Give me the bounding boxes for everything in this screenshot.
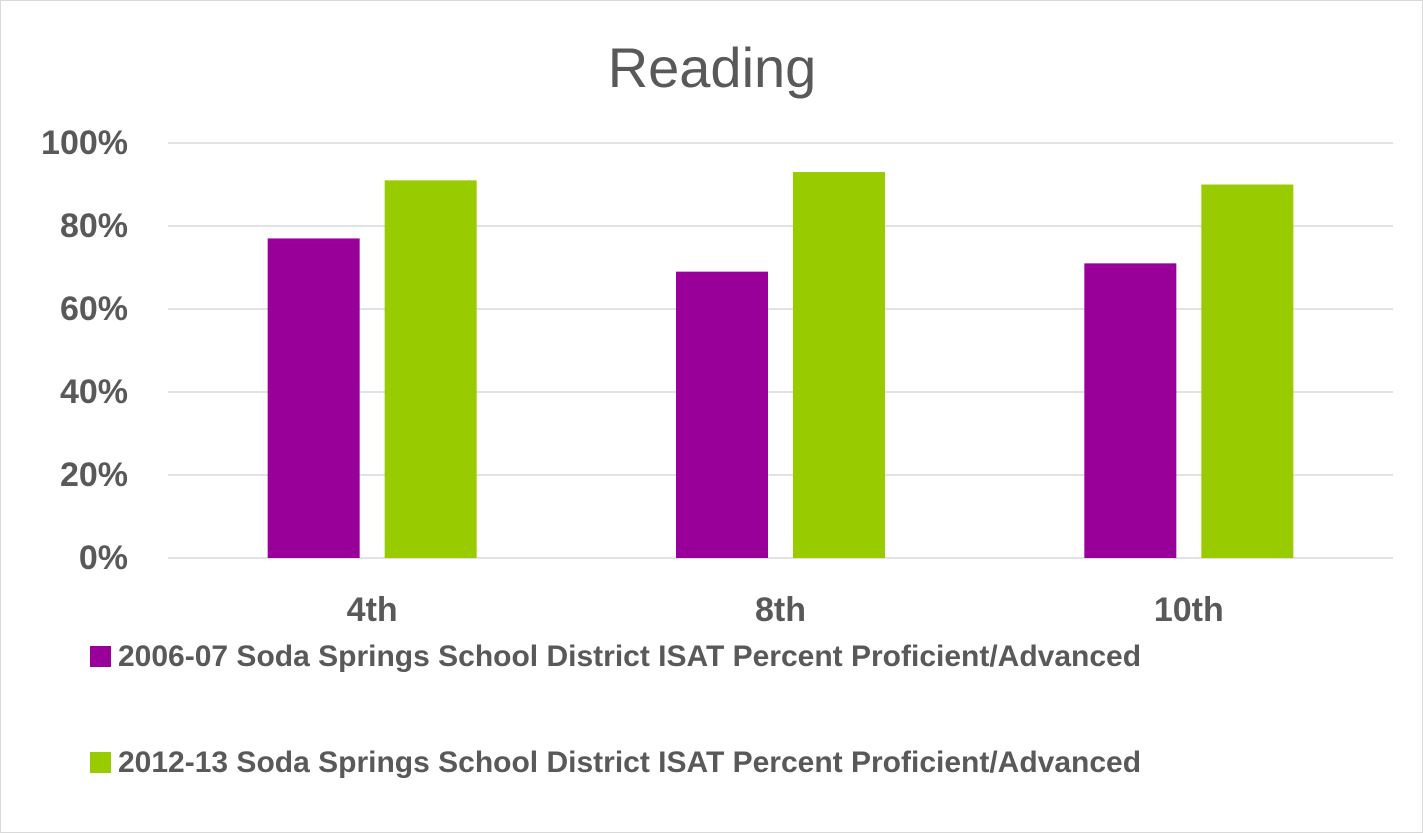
legend-swatch (90, 752, 111, 773)
y-tick-label: 20% (60, 456, 128, 494)
y-tick-label: 100% (41, 124, 128, 162)
x-tick-label: 10th (1154, 591, 1224, 629)
y-tick-label: 80% (60, 207, 128, 245)
y-tick-label: 0% (79, 539, 128, 577)
x-tick-label: 4th (347, 591, 398, 629)
y-tick-label: 60% (60, 290, 128, 328)
bar (267, 238, 360, 558)
chart-title: Reading (608, 36, 817, 99)
bar (676, 271, 768, 558)
bar (793, 172, 885, 559)
bar (1201, 184, 1294, 558)
bar (384, 180, 477, 558)
legend-swatch (90, 646, 111, 667)
y-tick-label: 40% (60, 373, 128, 411)
bar (1084, 263, 1177, 558)
legend-label: 2012-13 Soda Springs School District ISA… (118, 746, 1141, 779)
legend-label: 2006-07 Soda Springs School District ISA… (118, 640, 1141, 673)
x-tick-label: 8th (755, 591, 806, 629)
